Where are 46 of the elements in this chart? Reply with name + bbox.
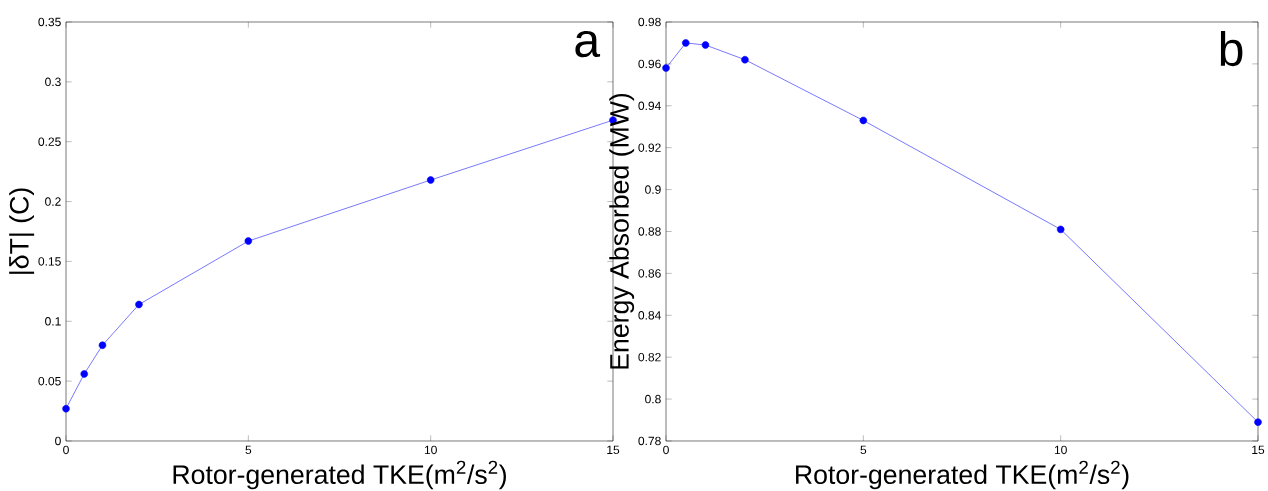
y-tick-label: 0.35 <box>38 17 61 27</box>
point <box>62 404 70 413</box>
point <box>426 176 435 184</box>
y-tick-label: 0.94 <box>638 101 661 111</box>
x-tick-label: 5 <box>245 445 252 455</box>
point <box>741 55 749 64</box>
point <box>135 300 143 309</box>
y-tick-label: 0 <box>55 436 61 446</box>
x-tick-label: 0 <box>63 445 69 455</box>
x-axis-title: Rotor-generated TKE(m$^{2}$/s$^{2}$) <box>173 460 506 490</box>
y-tick-label: 0.84 <box>638 311 661 320</box>
x-tick-label: 0 <box>663 445 669 455</box>
point <box>701 41 710 49</box>
y-tick-label: 0.25 <box>38 137 61 146</box>
x-tick-label: 5 <box>860 445 867 455</box>
y-axis-title: |δT| (C) <box>9 188 35 274</box>
point <box>682 39 690 47</box>
point <box>1056 225 1065 234</box>
y-tick-label: 0.86 <box>638 269 661 278</box>
x-tick-label: 10 <box>1054 445 1067 455</box>
y-tick-label: 0.8 <box>645 394 661 404</box>
point <box>244 237 253 245</box>
y-tick-label: 0.96 <box>638 59 661 69</box>
y-tick-label: 0.88 <box>638 227 661 236</box>
x-tick-label: 15 <box>607 445 620 455</box>
point <box>1254 418 1262 426</box>
point <box>859 116 868 125</box>
y-tick-label: 0.92 <box>638 143 661 152</box>
annotation: b <box>1220 30 1243 67</box>
y-tick-label: 0.05 <box>38 376 61 386</box>
y-tick-label: 0.82 <box>638 352 661 362</box>
y-tick-label: 0.3 <box>45 77 61 87</box>
y-tick-label: 0.98 <box>638 17 661 27</box>
x-tick-label: 15 <box>1252 445 1265 455</box>
x-axis-title: Rotor-generated TKE(m$^{2}$/s$^{2}$) <box>796 460 1129 490</box>
x-tick-label: 10 <box>424 445 437 455</box>
y-tick-label: 0.9 <box>645 185 661 194</box>
y-axis-title: Energy Absorbed (MW) <box>609 93 635 369</box>
y-tick-label: 0.15 <box>38 257 61 266</box>
annotation: a <box>575 30 601 58</box>
point <box>662 64 670 72</box>
y-tick-label: 0.1 <box>45 317 61 326</box>
y-tick-label: 0.78 <box>638 436 661 446</box>
y-tick-label: 0.2 <box>45 197 61 206</box>
point <box>98 341 107 349</box>
point <box>80 370 88 378</box>
